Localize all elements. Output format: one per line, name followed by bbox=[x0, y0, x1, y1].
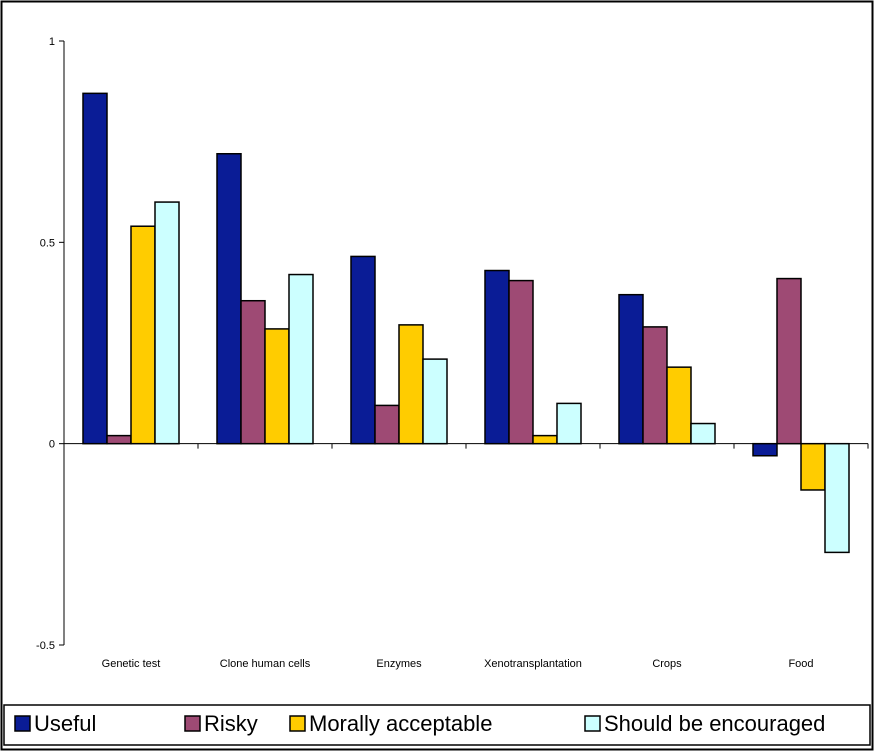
legend-box bbox=[3, 704, 871, 746]
category-label: Food bbox=[788, 658, 813, 670]
bar bbox=[618, 293, 644, 445]
bar bbox=[666, 366, 692, 445]
category-label: Genetic test bbox=[102, 658, 161, 670]
bar bbox=[532, 434, 558, 445]
bar bbox=[642, 326, 668, 445]
category-label: Crops bbox=[652, 658, 682, 670]
category-label: Enzymes bbox=[376, 658, 422, 670]
y-tick-label: 0 bbox=[49, 439, 55, 451]
legend-label: Morally acceptable bbox=[309, 711, 492, 736]
y-axis: -0.5 0 0.5 1 bbox=[36, 36, 65, 652]
bar bbox=[154, 201, 180, 445]
category-label: Clone human cells bbox=[220, 658, 311, 670]
legend-swatch bbox=[289, 715, 306, 732]
bar bbox=[422, 358, 448, 445]
bar bbox=[374, 404, 400, 445]
legend-label: Should be encouraged bbox=[604, 711, 825, 736]
y-tick-label: 0.5 bbox=[40, 237, 55, 249]
legend-label: Risky bbox=[204, 711, 258, 736]
bar bbox=[824, 442, 850, 554]
legend-swatch bbox=[14, 715, 31, 732]
bar bbox=[752, 442, 778, 457]
legend-label: Useful bbox=[34, 711, 96, 736]
y-tick-label: 1 bbox=[49, 36, 55, 48]
category-label: Xenotransplantation bbox=[484, 658, 582, 670]
bar bbox=[776, 277, 802, 445]
bar bbox=[484, 269, 510, 445]
y-tick-label: -0.5 bbox=[36, 640, 55, 652]
bar bbox=[556, 402, 582, 445]
bar bbox=[690, 422, 716, 445]
legend: Useful Risky Morally acceptable Should be e… bbox=[3, 704, 871, 746]
bar bbox=[106, 434, 132, 445]
bar bbox=[82, 92, 108, 445]
bar bbox=[350, 255, 376, 445]
legend-swatch bbox=[184, 715, 201, 732]
x-axis: Genetic test Clone human cells Enzymes Xeno… bbox=[63, 443, 869, 670]
bar bbox=[216, 152, 242, 445]
bar bbox=[240, 299, 266, 445]
bar bbox=[398, 324, 424, 445]
bar bbox=[508, 279, 534, 445]
bar bbox=[800, 442, 826, 491]
bar bbox=[130, 225, 156, 445]
bars bbox=[82, 92, 850, 554]
bar bbox=[264, 328, 290, 445]
legend-swatch bbox=[584, 715, 601, 732]
bar bbox=[288, 273, 314, 445]
